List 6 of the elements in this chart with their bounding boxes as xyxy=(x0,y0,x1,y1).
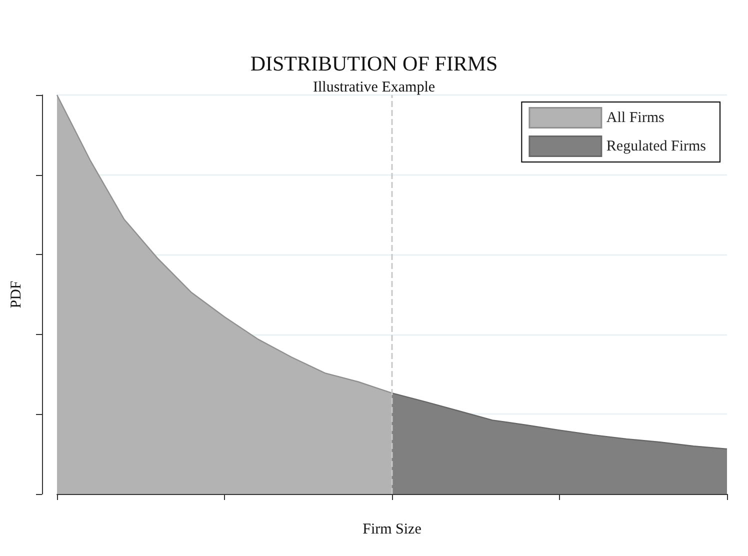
chart-title: DISTRIBUTION OF FIRMS xyxy=(250,52,498,76)
legend-label: Regulated Firms xyxy=(606,138,706,154)
legend-label: All Firms xyxy=(606,110,665,126)
y-axis-title: PDF xyxy=(8,280,24,308)
x-axis-title: Firm Size xyxy=(362,522,422,538)
chart-subtitle: Illustrative Example xyxy=(312,80,436,96)
